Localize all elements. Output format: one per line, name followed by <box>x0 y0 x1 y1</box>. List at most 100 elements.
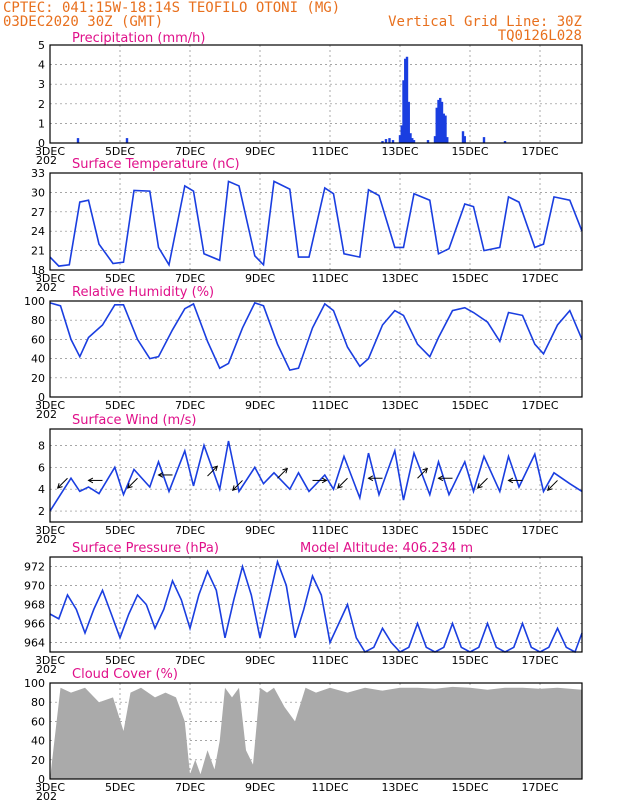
y-tick-label: 60 <box>31 333 45 346</box>
temperature-title: Surface Temperature (nC) <box>72 157 240 172</box>
precip-bar <box>433 136 437 143</box>
x-tick-label: 9DEC <box>245 145 275 158</box>
cloud-cover-area <box>50 686 582 779</box>
y-tick-label: 100 <box>24 295 45 308</box>
y-tick-label: 18 <box>31 264 45 277</box>
wind-arrow <box>547 480 558 491</box>
y-tick-label: 80 <box>31 314 45 327</box>
x-tick-label: 5DEC <box>105 524 135 537</box>
panel-frame <box>49 682 583 780</box>
precip-bar <box>444 115 447 143</box>
y-tick-label: 4 <box>38 59 45 72</box>
x-tick-label: 3DEC <box>35 272 65 285</box>
x-tick-label: 3DEC <box>35 524 65 537</box>
year-label: 202 <box>36 408 57 421</box>
x-tick-label: 3DEC <box>35 781 65 794</box>
x-tick-label: 15DEC <box>451 399 488 412</box>
wind-arrow-head <box>212 465 219 472</box>
x-tick-label: 7DEC <box>175 145 205 158</box>
precip-bar <box>400 125 403 143</box>
y-tick-label: 2 <box>38 505 45 518</box>
precip-bar <box>439 97 442 143</box>
y-tick-label: 970 <box>24 580 45 593</box>
y-tick-label: 33 <box>31 167 45 180</box>
y-tick-label: 3 <box>38 78 45 91</box>
x-tick-label: 3DEC <box>35 399 65 412</box>
x-tick-label: 13DEC <box>381 272 418 285</box>
x-tick-label: 13DEC <box>381 781 418 794</box>
model-altitude-note: Model Altitude: 406.234 m <box>300 541 473 556</box>
precip-bar <box>391 140 395 143</box>
x-tick-label: 7DEC <box>175 272 205 285</box>
x-tick-label: 9DEC <box>245 272 275 285</box>
precip-bar <box>461 131 465 143</box>
y-tick-label: 972 <box>24 561 45 574</box>
panel-frame <box>49 300 583 398</box>
y-tick-label: 20 <box>31 754 45 767</box>
precip-bar <box>426 140 430 143</box>
x-tick-label: 17DEC <box>521 781 558 794</box>
y-tick-label: 40 <box>31 735 45 748</box>
x-tick-label: 17DEC <box>521 399 558 412</box>
x-tick-label: 9DEC <box>245 399 275 412</box>
precip-bar <box>407 101 410 143</box>
panel-frame <box>49 556 583 653</box>
precip-bar <box>503 141 507 143</box>
x-tick-label: 11DEC <box>311 524 348 537</box>
year-label: 202 <box>36 533 57 546</box>
x-tick-label: 9DEC <box>245 524 275 537</box>
panel-frame <box>49 172 583 271</box>
x-tick-label: 3DEC <box>35 654 65 667</box>
y-tick-label: 968 <box>24 599 45 612</box>
precip-bar <box>398 135 402 143</box>
precip-bar <box>412 140 416 143</box>
x-tick-label: 17DEC <box>521 654 558 667</box>
x-tick-label: 7DEC <box>175 399 205 412</box>
x-tick-label: 5DEC <box>105 399 135 412</box>
y-tick-label: 1 <box>38 117 45 130</box>
x-tick-label: 7DEC <box>175 654 205 667</box>
year-label: 202 <box>36 790 57 800</box>
series-line <box>49 180 583 267</box>
y-tick-label: 966 <box>24 618 45 631</box>
precip-bar <box>446 137 449 143</box>
x-tick-label: 17DEC <box>521 272 558 285</box>
wind-arrow-head <box>336 483 343 489</box>
x-tick-label: 5DEC <box>105 145 135 158</box>
model-id: TQ0126L028 <box>498 28 582 44</box>
wind-arrow-head <box>367 475 374 482</box>
wind-arrow-head <box>422 467 429 474</box>
wind-arrow <box>417 468 428 479</box>
run-datetime: 03DEC2020 30Z (GMT) <box>3 14 163 30</box>
precip-bar <box>76 138 80 143</box>
wind-arrow-head <box>546 485 553 491</box>
humidity-title: Relative Humidity (%) <box>72 285 214 300</box>
x-tick-label: 11DEC <box>311 145 348 158</box>
y-tick-label: 964 <box>24 637 45 650</box>
x-tick-label: 11DEC <box>311 272 348 285</box>
y-tick-label: 27 <box>31 206 45 219</box>
wind-arrow <box>337 477 348 489</box>
y-tick-label: 6 <box>38 461 45 474</box>
precip-bar <box>435 107 438 143</box>
y-tick-label: 8 <box>38 439 45 452</box>
x-tick-label: 3DEC <box>35 145 65 158</box>
y-tick-label: 60 <box>31 715 45 728</box>
wind-arrow-head <box>231 485 238 491</box>
wind-arrow <box>207 465 218 477</box>
wind-arrow-head <box>157 472 164 478</box>
precip-bar <box>463 136 466 143</box>
y-tick-label: 30 <box>31 186 45 199</box>
wind-arrow <box>57 477 68 489</box>
precip-bar <box>381 141 384 143</box>
year-label: 202 <box>36 281 57 294</box>
year-label: 202 <box>36 663 57 676</box>
precip-bar <box>125 138 129 143</box>
wind-arrow-head <box>126 483 133 489</box>
y-tick-label: 5 <box>38 39 45 52</box>
y-tick-label: 20 <box>31 372 45 385</box>
x-tick-label: 11DEC <box>311 654 348 667</box>
wind-arrow <box>127 477 138 489</box>
vertical-grid-note: Vertical Grid Line: 30Z <box>388 14 582 30</box>
